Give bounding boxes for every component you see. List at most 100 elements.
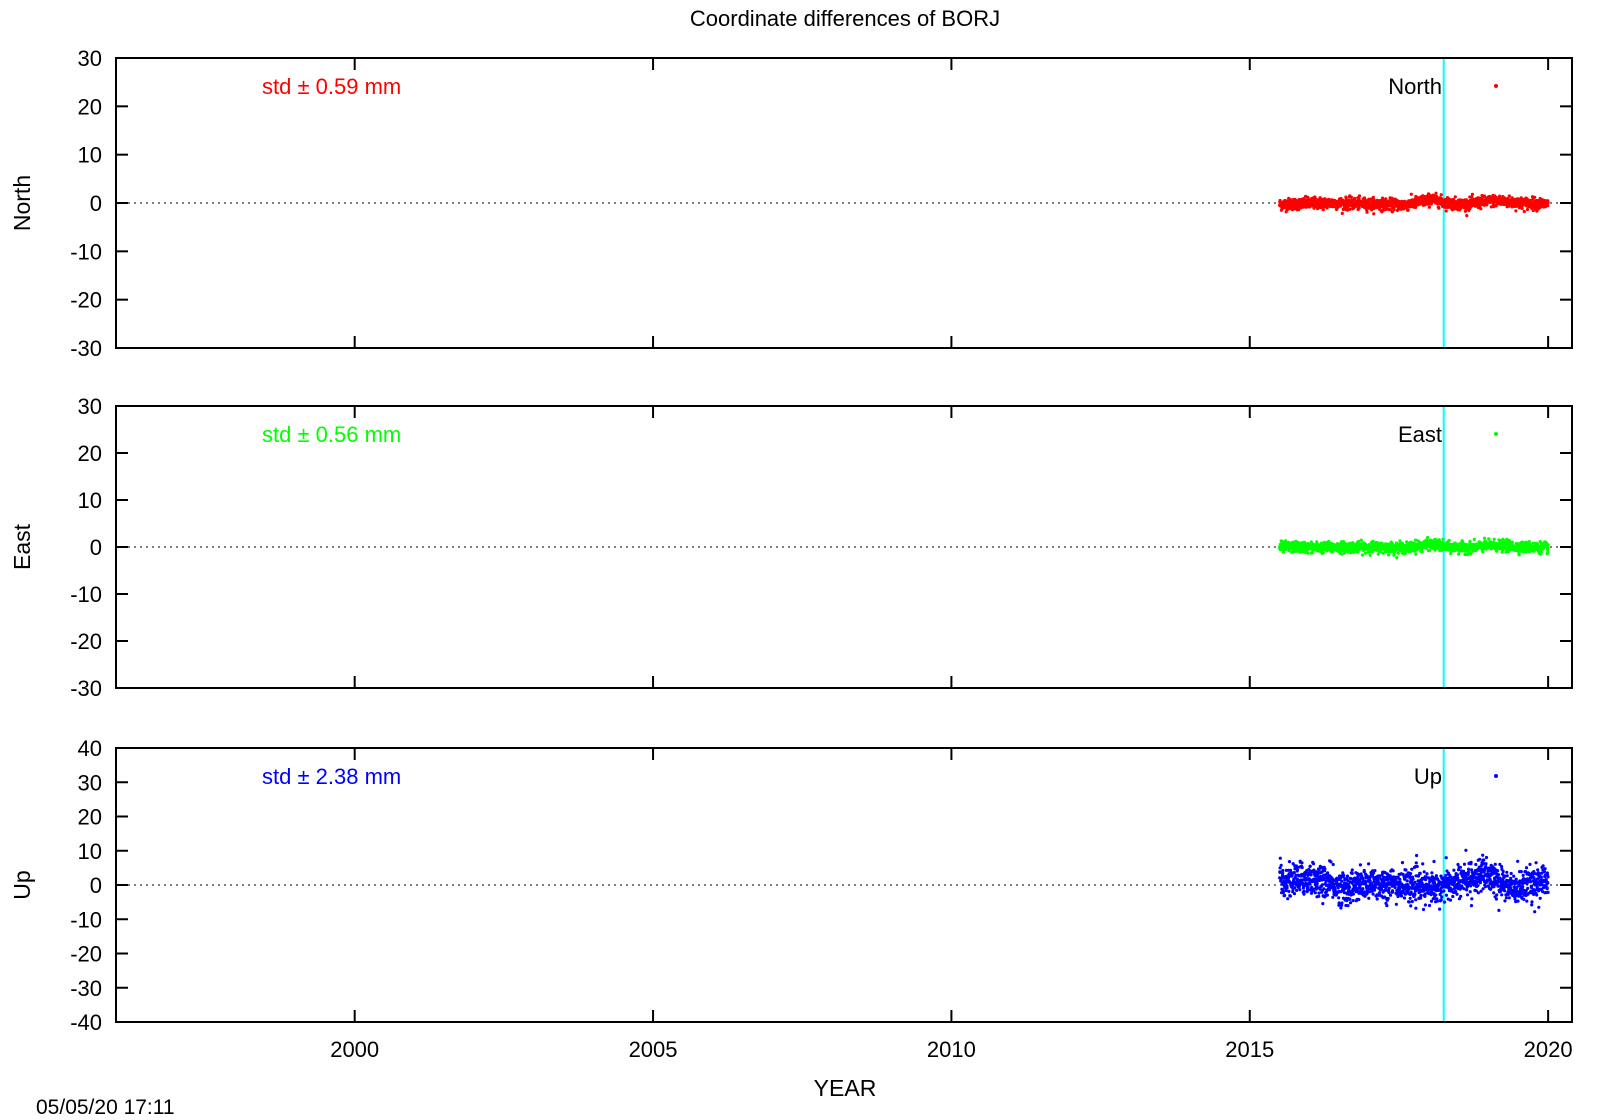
data-point bbox=[1546, 550, 1550, 554]
data-point bbox=[1398, 539, 1402, 543]
series-points-east bbox=[1278, 535, 1550, 560]
data-point bbox=[1281, 550, 1285, 554]
data-point bbox=[1485, 203, 1489, 207]
data-point bbox=[1310, 885, 1314, 890]
data-point bbox=[1517, 206, 1522, 210]
data-point bbox=[1536, 868, 1540, 872]
data-point bbox=[1386, 896, 1390, 901]
data-point bbox=[1439, 898, 1443, 902]
data-point bbox=[1334, 893, 1338, 897]
data-point bbox=[1295, 888, 1299, 893]
data-point bbox=[1287, 874, 1291, 878]
x-tick-label: 2000 bbox=[330, 1037, 379, 1062]
data-point bbox=[1367, 543, 1371, 547]
data-point bbox=[1505, 874, 1509, 878]
data-point bbox=[1525, 207, 1530, 212]
std-annotation: std ± 0.56 mm bbox=[262, 422, 401, 447]
data-point bbox=[1455, 873, 1460, 877]
data-point bbox=[1495, 893, 1499, 897]
data-point bbox=[1394, 902, 1398, 906]
y-axis-label-north: North bbox=[9, 175, 35, 231]
data-point bbox=[1325, 893, 1329, 897]
data-point bbox=[1398, 877, 1402, 882]
data-point bbox=[1420, 550, 1424, 554]
data-point bbox=[1358, 863, 1362, 867]
data-point bbox=[1409, 904, 1413, 908]
data-point bbox=[1373, 885, 1377, 890]
y-tick-label: -20 bbox=[70, 629, 102, 654]
data-point bbox=[1278, 870, 1282, 875]
data-point bbox=[1288, 894, 1292, 898]
data-point bbox=[1546, 546, 1550, 550]
data-point bbox=[1357, 897, 1361, 902]
data-point bbox=[1336, 886, 1340, 890]
data-point bbox=[1340, 901, 1344, 905]
data-point bbox=[1302, 892, 1306, 896]
data-point bbox=[1546, 875, 1550, 879]
data-point bbox=[1456, 876, 1460, 880]
data-point bbox=[1287, 860, 1292, 864]
data-point bbox=[1405, 879, 1409, 883]
data-point bbox=[1432, 896, 1436, 901]
data-point bbox=[1465, 888, 1469, 892]
data-point bbox=[1517, 553, 1521, 557]
data-point bbox=[1403, 892, 1407, 896]
data-point bbox=[1357, 206, 1361, 210]
data-point bbox=[1507, 194, 1511, 198]
data-point bbox=[1434, 191, 1438, 195]
data-point bbox=[1354, 884, 1358, 889]
data-point bbox=[1527, 540, 1531, 544]
data-point bbox=[1469, 860, 1473, 864]
y-tick-label: -10 bbox=[70, 582, 102, 607]
data-point bbox=[1426, 535, 1430, 540]
data-point bbox=[1419, 893, 1423, 898]
data-point bbox=[1384, 197, 1388, 201]
data-point bbox=[1482, 858, 1486, 862]
data-point bbox=[1368, 879, 1372, 883]
data-point bbox=[1306, 885, 1310, 889]
data-point bbox=[1351, 892, 1355, 896]
data-point bbox=[1424, 878, 1428, 882]
legend-label: Up bbox=[1414, 764, 1442, 789]
data-point bbox=[1340, 879, 1344, 883]
data-point bbox=[1361, 887, 1365, 891]
data-point bbox=[1510, 540, 1514, 544]
data-point bbox=[1292, 871, 1296, 875]
data-point bbox=[1541, 864, 1545, 868]
data-point bbox=[1342, 874, 1346, 878]
data-point bbox=[1457, 552, 1461, 556]
data-point bbox=[1311, 862, 1316, 866]
data-point bbox=[1539, 551, 1543, 555]
data-point bbox=[1278, 856, 1282, 860]
y-axis-label-east: East bbox=[9, 523, 35, 570]
data-point bbox=[1437, 206, 1441, 210]
data-point bbox=[1444, 873, 1448, 878]
data-point bbox=[1423, 903, 1427, 907]
data-point bbox=[1326, 871, 1330, 875]
data-point bbox=[1522, 209, 1526, 214]
data-point bbox=[1348, 207, 1352, 211]
data-point bbox=[1279, 863, 1283, 867]
data-point bbox=[1462, 862, 1467, 866]
data-point bbox=[1363, 890, 1367, 894]
data-point bbox=[1465, 893, 1470, 897]
data-point bbox=[1340, 211, 1344, 215]
data-point bbox=[1312, 868, 1316, 872]
data-point bbox=[1377, 891, 1381, 895]
data-point bbox=[1468, 539, 1472, 544]
y-tick-label: 20 bbox=[78, 805, 102, 830]
data-point bbox=[1429, 899, 1434, 903]
data-point bbox=[1409, 192, 1413, 196]
data-point bbox=[1427, 549, 1432, 553]
y-tick-label: 30 bbox=[78, 394, 102, 419]
data-point bbox=[1494, 204, 1498, 208]
y-tick-label: 10 bbox=[78, 839, 102, 864]
data-point bbox=[1349, 195, 1353, 199]
data-point bbox=[1451, 894, 1455, 899]
std-annotation: std ± 2.38 mm bbox=[262, 764, 401, 789]
timestamp-label: 05/05/20 17:11 bbox=[36, 1096, 175, 1119]
data-point bbox=[1484, 855, 1489, 860]
data-point bbox=[1339, 906, 1343, 910]
data-point bbox=[1519, 870, 1523, 874]
data-point bbox=[1317, 868, 1321, 872]
